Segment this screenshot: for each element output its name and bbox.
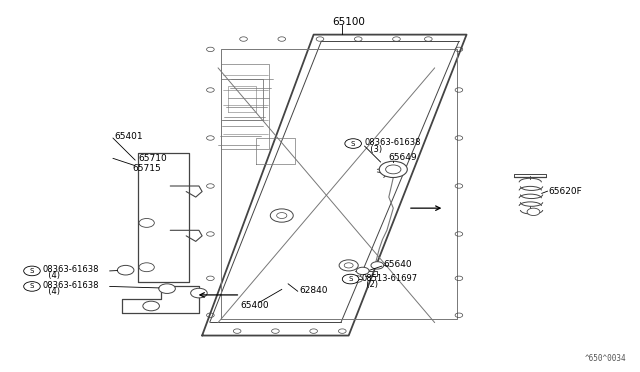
Text: (3): (3) [365,145,381,154]
Text: ^650^0034: ^650^0034 [584,354,626,363]
Text: 65620F: 65620F [548,187,582,196]
Circle shape [139,218,154,227]
Text: 08513-61697: 08513-61697 [362,274,417,283]
Circle shape [159,284,175,294]
Circle shape [527,208,540,215]
Text: 65649: 65649 [389,153,417,162]
Text: 65100: 65100 [333,17,365,27]
Circle shape [339,260,358,271]
Text: (4): (4) [43,287,60,296]
Circle shape [356,267,369,275]
Circle shape [143,301,159,311]
Circle shape [386,165,401,174]
Circle shape [380,161,407,177]
Circle shape [191,288,207,298]
Circle shape [371,262,384,269]
Circle shape [117,265,134,275]
Text: S: S [348,276,353,282]
Text: 65710: 65710 [138,154,167,163]
Text: 65640: 65640 [384,260,412,269]
Text: 62840: 62840 [300,286,328,295]
Text: S: S [30,283,34,289]
Circle shape [24,282,40,291]
Circle shape [270,209,293,222]
Circle shape [345,139,362,148]
Text: 08363-61638: 08363-61638 [43,265,99,274]
Text: S: S [30,268,34,274]
Circle shape [342,274,359,284]
Circle shape [24,266,40,276]
Text: (4): (4) [43,271,60,280]
Circle shape [351,276,363,282]
Text: 08363-61638: 08363-61638 [43,281,99,290]
Text: 65400: 65400 [241,301,269,311]
Circle shape [139,263,154,272]
Text: S: S [351,141,355,147]
Text: 08363-61638: 08363-61638 [365,138,421,147]
Text: (2): (2) [362,280,378,289]
Text: 65401: 65401 [115,132,143,141]
Text: 65715: 65715 [132,164,161,173]
